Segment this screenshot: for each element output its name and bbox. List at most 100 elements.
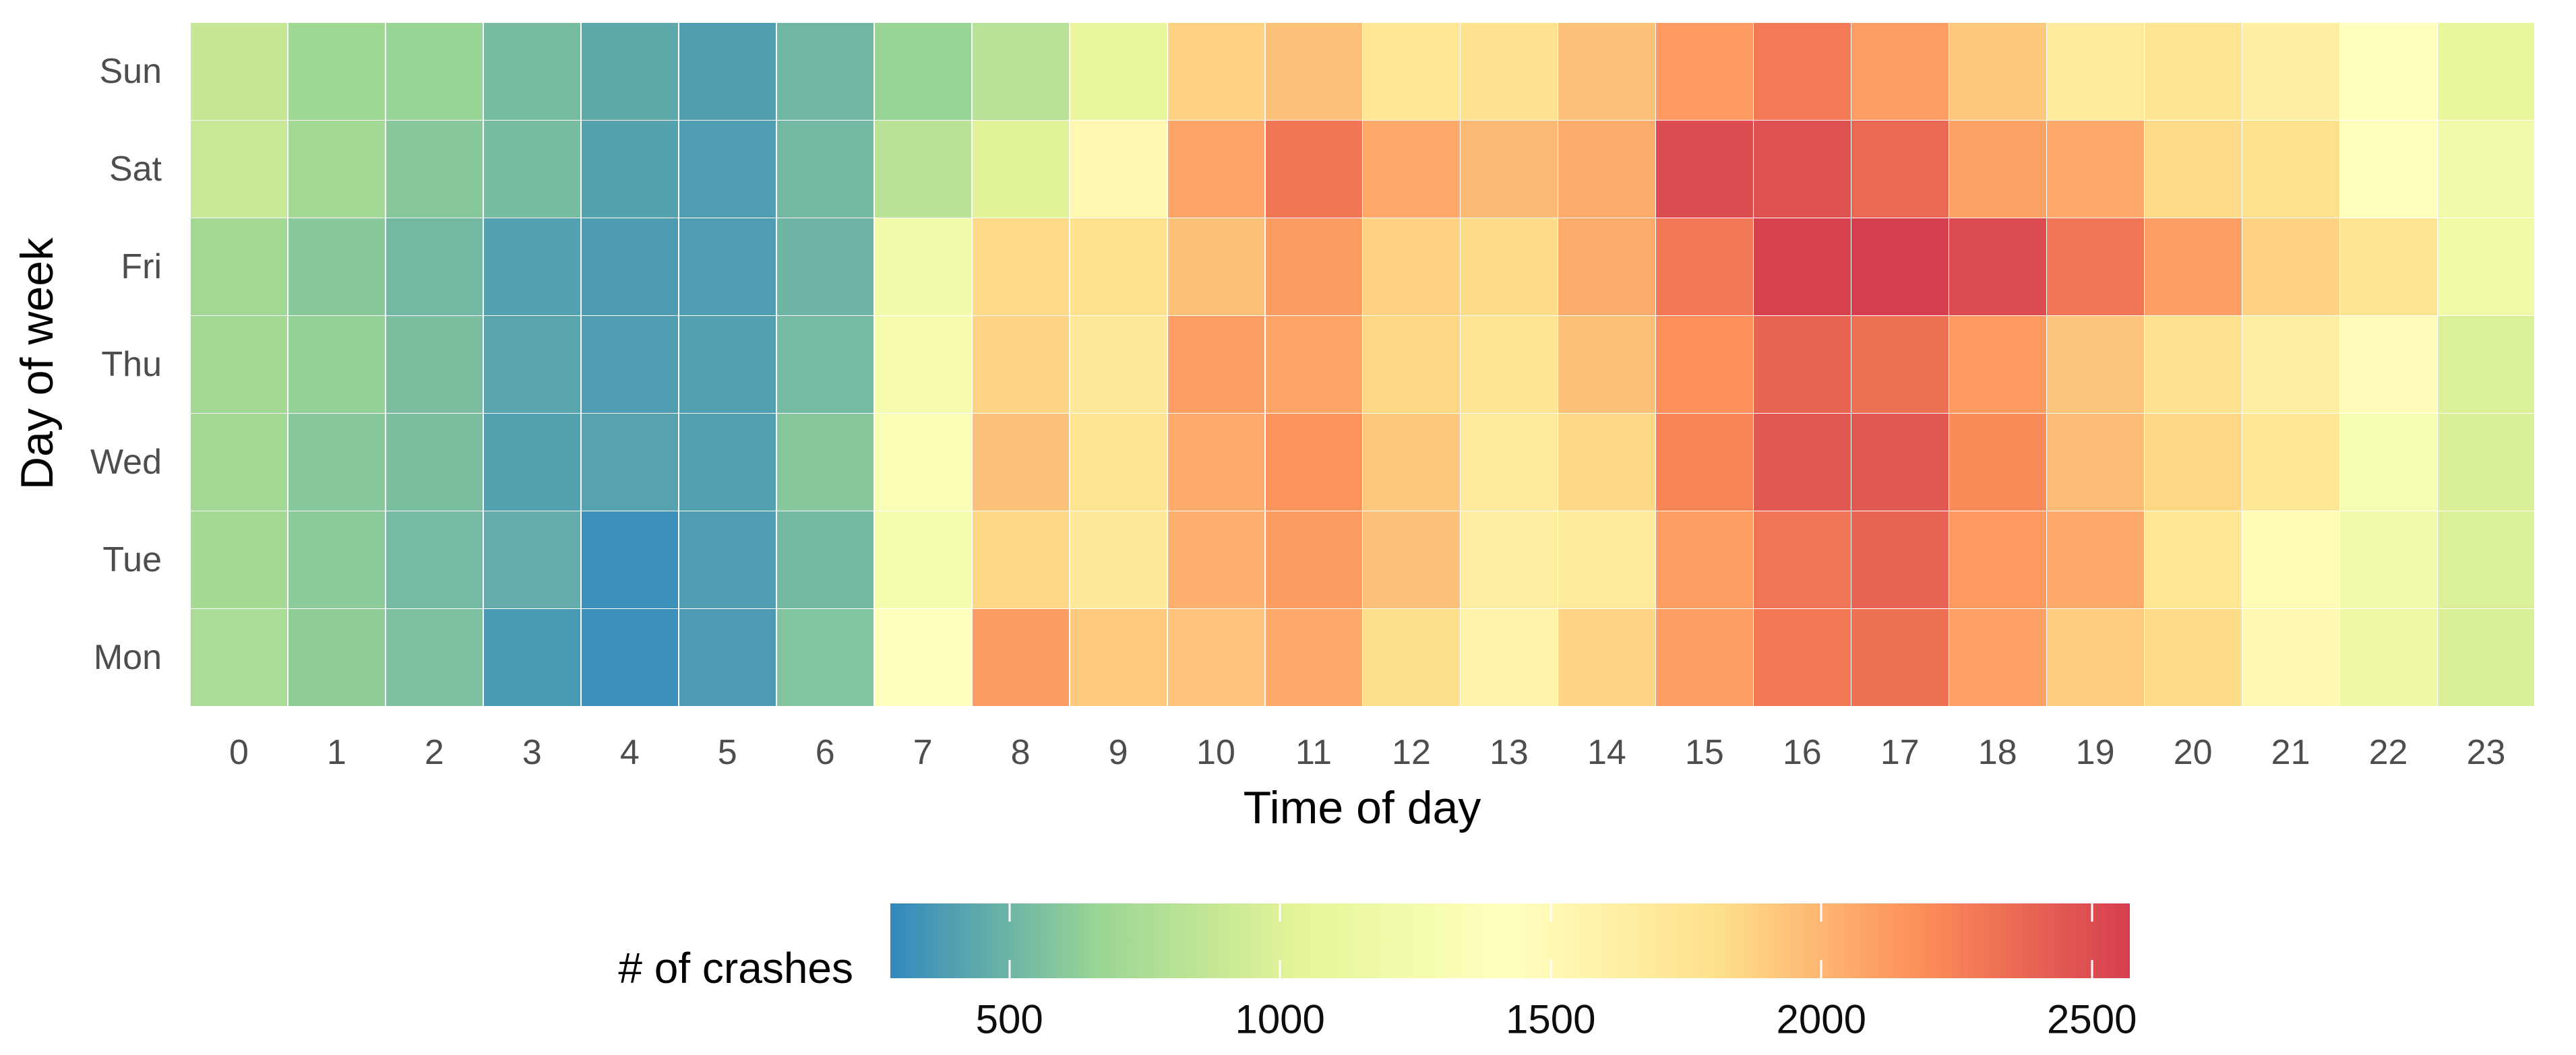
x-axis-title: Time of day (1243, 782, 1481, 833)
heatmap-cell (1069, 22, 1168, 121)
x-tick-label: 18 (1977, 733, 2017, 772)
heatmap-cell (1949, 120, 2047, 218)
heatmap-cell (385, 22, 484, 121)
heatmap-cell (385, 120, 484, 218)
x-tick-label: 5 (717, 733, 737, 772)
heatmap-cell (2046, 218, 2145, 316)
heatmap-cell (1460, 120, 1558, 218)
heatmap-cell (678, 218, 777, 316)
heatmap-cell (776, 511, 875, 609)
heatmap-cell (580, 22, 679, 121)
y-tick-label: Thu (101, 344, 162, 384)
heatmap-cell (1460, 315, 1558, 414)
heatmap-cell (1655, 511, 1754, 609)
heatmap-cell (1558, 22, 1656, 121)
heatmap-cell (873, 120, 973, 218)
heatmap-cell (2046, 315, 2145, 414)
heatmap-cell (1460, 511, 1558, 609)
heatmap-cell (2437, 511, 2536, 609)
x-tick-label: 11 (1295, 733, 1332, 772)
heatmap-cell (1460, 218, 1558, 316)
heatmap-cell (776, 413, 875, 511)
heatmap-cell (1167, 511, 1266, 609)
x-tick-label: 9 (1108, 733, 1128, 772)
heatmap-cell (2046, 608, 2145, 707)
heatmap-cell (1167, 608, 1266, 707)
heatmap-cell (1558, 413, 1656, 511)
heatmap-cell (1264, 218, 1363, 316)
heatmap-cell (2242, 413, 2340, 511)
heatmap-cell (385, 315, 484, 414)
heatmap-cell (1362, 315, 1461, 414)
heatmap-cell (385, 511, 484, 609)
heatmap-cell (971, 511, 1070, 609)
heatmap-cell (873, 218, 973, 316)
heatmap-cell (2144, 511, 2242, 609)
heatmap-cell (190, 511, 288, 609)
heatmap-cell (2144, 218, 2242, 316)
x-tick-label: 10 (1196, 733, 1235, 772)
y-tick-label: Wed (90, 442, 162, 482)
heatmap-cell (2437, 22, 2536, 121)
heatmap-cell (1753, 413, 1851, 511)
heatmap-cell (971, 413, 1070, 511)
heatmap-cell (2242, 22, 2340, 121)
heatmap-cell (1655, 218, 1754, 316)
heatmap-cell (2339, 413, 2438, 511)
heatmap-cell (1949, 413, 2047, 511)
heatmap-cell (678, 413, 777, 511)
heatmap-cell (1167, 413, 1266, 511)
heatmap-cell (483, 218, 582, 316)
colorbar-tick (2091, 903, 2093, 922)
heatmap-cell (1851, 22, 1949, 121)
heatmap-cell (1949, 22, 2047, 121)
heatmap-cell (1851, 608, 1949, 707)
heatmap-cell (2437, 608, 2536, 707)
heatmap-cell (2046, 413, 2145, 511)
heatmap-cell (1167, 315, 1266, 414)
y-tick-label: Sun (99, 51, 162, 91)
colorbar-tick-label: 2500 (2047, 996, 2137, 1042)
heatmap-cell (287, 315, 386, 414)
heatmap-cell (385, 608, 484, 707)
heatmap-cell (971, 22, 1070, 121)
colorbar-gradient (890, 903, 2130, 978)
heatmap-cell (2144, 120, 2242, 218)
x-tick-label: 17 (1880, 733, 1920, 772)
colorbar-tick (1008, 960, 1011, 978)
heatmap-cell (2046, 22, 2145, 121)
heatmap-cell (190, 120, 288, 218)
heatmap-cell (2242, 608, 2340, 707)
heatmap-cell (287, 413, 386, 511)
x-tick-label: 12 (1392, 733, 1431, 772)
heatmap-cell (1460, 22, 1558, 121)
colorbar-tick-label: 2000 (1776, 996, 1866, 1042)
x-tick-label: 22 (2368, 733, 2408, 772)
heatmap-cell (1558, 511, 1656, 609)
heatmap-cell (287, 22, 386, 121)
heatmap-cell (1460, 413, 1558, 511)
colorbar-tick (1008, 903, 1011, 922)
x-tick-label: 16 (1782, 733, 1822, 772)
x-tick-label: 13 (1490, 733, 1529, 772)
heatmap-cell (287, 218, 386, 316)
heatmap-cell (190, 608, 288, 707)
heatmap-cell (1655, 315, 1754, 414)
heatmap-cell (2437, 315, 2536, 414)
y-tick-label: Tue (102, 540, 162, 579)
heatmap-cell (971, 218, 1070, 316)
heatmap-cell (1167, 22, 1266, 121)
heatmap-cell (287, 608, 386, 707)
x-tick-label: 4 (619, 733, 640, 772)
heatmap-cell (190, 218, 288, 316)
heatmap-cell (1362, 120, 1461, 218)
heatmap-cell (483, 413, 582, 511)
x-tick-label: 20 (2173, 733, 2213, 772)
colorbar-tick (1279, 903, 1281, 922)
heatmap-cell (1069, 218, 1168, 316)
heatmap-cell (1558, 315, 1656, 414)
x-tick-label: 3 (522, 733, 542, 772)
heatmap-cell (971, 120, 1070, 218)
colorbar-tick-label: 1000 (1235, 996, 1325, 1042)
